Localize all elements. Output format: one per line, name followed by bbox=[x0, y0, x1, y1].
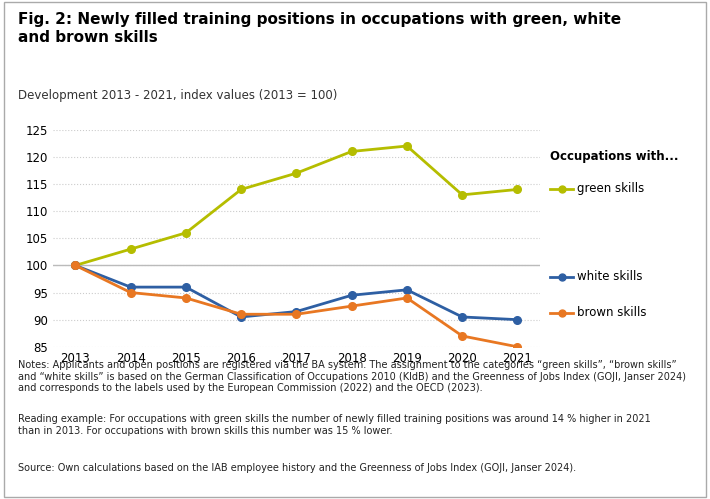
Text: Source: Own calculations based on the IAB employee history and the Greenness of : Source: Own calculations based on the IA… bbox=[18, 463, 576, 473]
Text: Occupations with...: Occupations with... bbox=[550, 150, 679, 163]
Text: Reading example: For occupations with green skills the number of newly filled tr: Reading example: For occupations with gr… bbox=[18, 414, 650, 436]
Text: green skills: green skills bbox=[577, 182, 645, 195]
Text: Fig. 2: Newly filled training positions in occupations with green, white
and bro: Fig. 2: Newly filled training positions … bbox=[18, 12, 621, 45]
Text: brown skills: brown skills bbox=[577, 306, 647, 319]
Text: Development 2013 - 2021, index values (2013 = 100): Development 2013 - 2021, index values (2… bbox=[18, 89, 337, 102]
Text: Notes: Applicants and open positions are registered via the BA system. The assig: Notes: Applicants and open positions are… bbox=[18, 360, 686, 394]
Text: white skills: white skills bbox=[577, 270, 643, 283]
